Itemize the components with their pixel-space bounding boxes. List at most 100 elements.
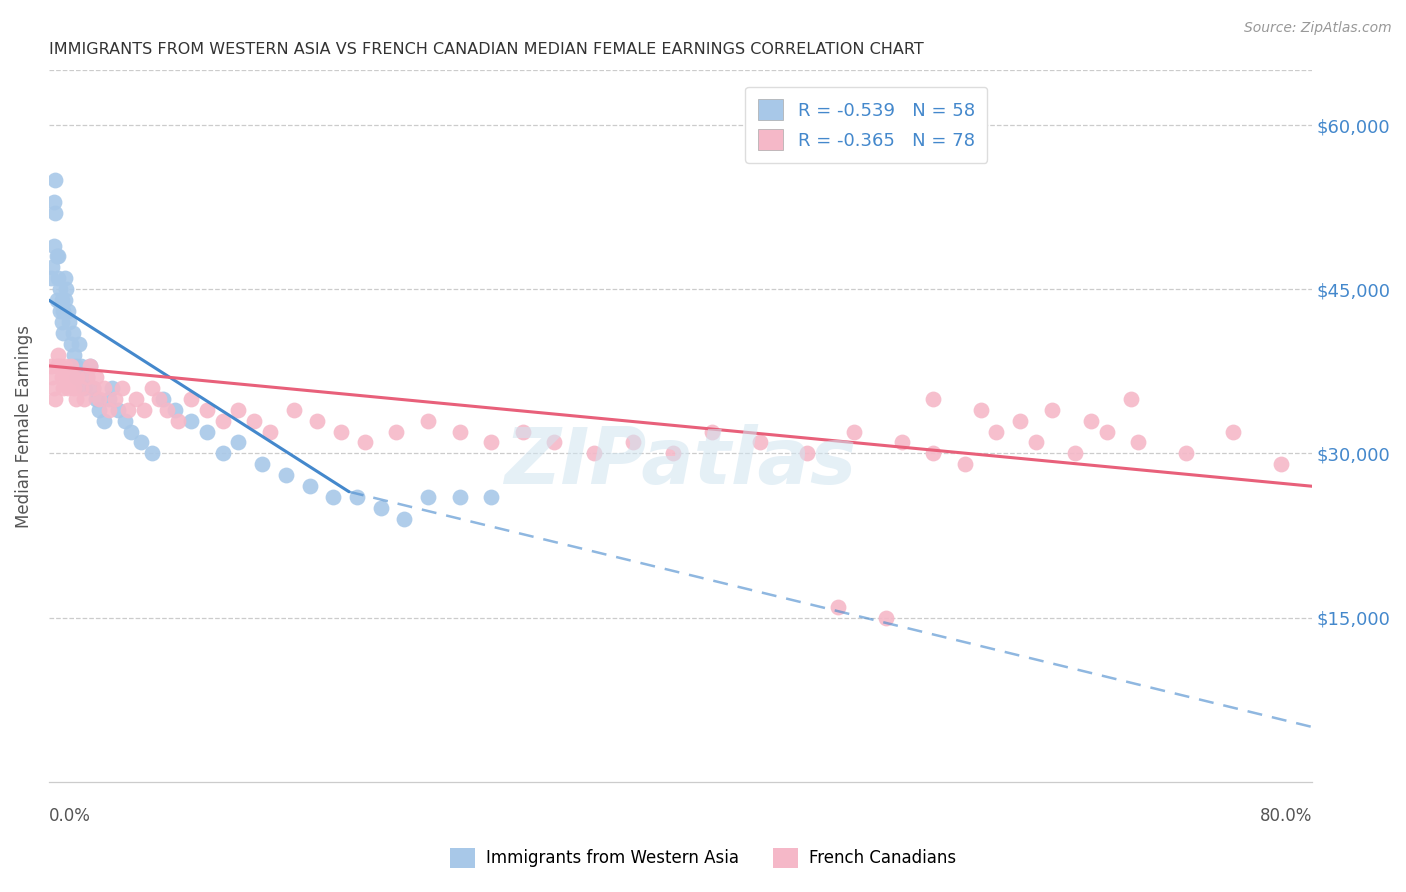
Point (56, 304, 79, 318)
Point (55, 369, 77, 384)
Text: Source: ZipAtlas.com: Source: ZipAtlas.com (1244, 21, 1392, 35)
Point (65, 392, 87, 406)
Point (700, 425, 723, 439)
Point (86, 369, 108, 384)
Point (66, 369, 89, 384)
Point (82, 381, 104, 395)
Point (211, 414, 233, 428)
Point (117, 402, 139, 417)
Point (66, 369, 89, 384)
Point (394, 512, 416, 526)
Point (1025, 435, 1047, 450)
Point (48, 348, 70, 362)
Text: IMMIGRANTS FROM WESTERN ASIA VS FRENCH CANADIAN MEDIAN FEMALE EARNINGS CORRELATI: IMMIGRANTS FROM WESTERN ASIA VS FRENCH C… (49, 42, 924, 57)
Point (56, 381, 79, 395)
Point (45, 250, 67, 264)
Point (89, 392, 111, 406)
Point (228, 435, 250, 450)
Point (44, 205, 66, 219)
Point (512, 425, 534, 439)
Point (48, 250, 70, 264)
Point (48, 271, 70, 285)
Point (890, 435, 912, 450)
Point (69, 359, 91, 373)
Point (89, 402, 111, 417)
Point (86, 392, 108, 406)
Point (180, 414, 202, 428)
Point (63, 381, 86, 395)
Point (41, 260, 63, 275)
Point (1040, 402, 1063, 417)
Point (42, 381, 65, 395)
Point (55, 282, 77, 296)
Point (52, 381, 75, 395)
Point (82, 381, 104, 395)
Point (60, 337, 83, 351)
Point (45, 293, 67, 308)
Point (330, 425, 353, 439)
Point (346, 490, 368, 504)
Point (53, 271, 76, 285)
Point (65, 359, 87, 373)
Point (44, 392, 66, 406)
Point (274, 468, 297, 483)
Legend: R = -0.539   N = 58, R = -0.365   N = 78: R = -0.539 N = 58, R = -0.365 N = 78 (745, 87, 987, 162)
Point (51, 369, 73, 384)
Point (449, 425, 471, 439)
Point (156, 402, 179, 417)
Point (1119, 392, 1142, 406)
Point (621, 435, 644, 450)
Point (416, 490, 439, 504)
Point (307, 414, 329, 428)
Point (132, 402, 155, 417)
Point (76, 369, 98, 384)
Point (370, 501, 392, 516)
Point (98, 392, 121, 406)
Point (250, 458, 273, 472)
Point (53, 293, 76, 308)
Point (104, 392, 127, 406)
Point (141, 381, 163, 395)
Point (582, 446, 605, 460)
Text: ZIPatlas: ZIPatlas (505, 424, 856, 500)
Point (69, 381, 91, 395)
Point (167, 414, 190, 428)
Point (479, 435, 502, 450)
Point (1064, 446, 1087, 460)
Point (661, 446, 683, 460)
Point (129, 435, 152, 450)
Point (1080, 414, 1102, 428)
Point (969, 402, 991, 417)
Point (148, 392, 170, 406)
Point (211, 446, 233, 460)
Point (79, 359, 101, 373)
Point (152, 392, 174, 406)
Point (385, 425, 408, 439)
Point (827, 599, 849, 614)
Point (298, 479, 321, 493)
Point (796, 446, 818, 460)
Point (449, 490, 471, 504)
Point (62, 369, 84, 384)
Point (748, 435, 770, 450)
Point (141, 446, 163, 460)
Point (51, 315, 73, 329)
Point (259, 425, 281, 439)
Point (49, 282, 72, 296)
Point (101, 381, 124, 395)
Point (62, 326, 84, 340)
Point (120, 425, 142, 439)
Legend: Immigrants from Western Asia, French Canadians: Immigrants from Western Asia, French Can… (443, 841, 963, 875)
Point (49, 359, 72, 373)
Point (243, 414, 266, 428)
Point (107, 402, 129, 417)
Point (1008, 414, 1031, 428)
Point (195, 425, 218, 439)
Point (58, 315, 80, 329)
Point (1095, 425, 1118, 439)
Point (60, 359, 83, 373)
Point (110, 381, 132, 395)
Point (180, 392, 202, 406)
Point (1270, 458, 1292, 472)
Point (1174, 446, 1197, 460)
